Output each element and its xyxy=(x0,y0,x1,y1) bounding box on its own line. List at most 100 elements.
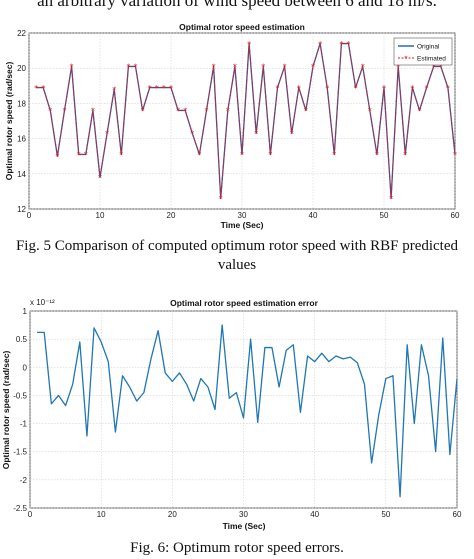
data-point-marker: * xyxy=(432,63,436,72)
x-tick-label: 60 xyxy=(451,211,460,220)
x-tick-label: 30 xyxy=(239,510,248,519)
data-point-marker: * xyxy=(148,84,152,93)
y-tick-label: 0 xyxy=(23,363,28,372)
data-point-marker: * xyxy=(112,86,116,95)
data-point-marker: * xyxy=(34,84,38,93)
x-tick-label: 0 xyxy=(28,510,33,519)
legend-box xyxy=(393,37,453,66)
y-tick-label: -0.5 xyxy=(13,391,27,400)
data-point-marker: * xyxy=(425,84,429,93)
data-point-marker: * xyxy=(77,151,81,160)
x-tick-label: 30 xyxy=(238,211,247,220)
data-point-marker: * xyxy=(361,63,365,72)
data-point-marker: * xyxy=(134,63,138,72)
data-point-marker: * xyxy=(162,84,166,93)
x-tick-label: 20 xyxy=(168,510,177,519)
data-point-marker: * xyxy=(233,63,237,72)
y-tick-label: -2.5 xyxy=(13,504,27,513)
data-point-marker: * xyxy=(382,84,386,93)
data-point-marker: * xyxy=(155,84,159,93)
x-tick-label: 20 xyxy=(167,211,176,220)
y-tick-label: 1 xyxy=(23,307,28,316)
data-point-marker: * xyxy=(325,84,329,93)
data-point-marker: * xyxy=(48,107,52,116)
data-point-marker: * xyxy=(55,152,59,161)
chart-title: Optimal rotor speed estimation xyxy=(179,22,305,32)
data-point-marker: * xyxy=(446,84,450,93)
data-point-marker: * xyxy=(283,63,287,72)
data-point-marker: * xyxy=(41,84,45,93)
data-point-marker: * xyxy=(297,84,301,93)
data-point-marker: * xyxy=(190,130,194,139)
legend: Original * Estimated xyxy=(393,37,453,66)
data-point-marker: * xyxy=(396,63,400,72)
y-tick-label: 0.5 xyxy=(16,335,28,344)
y-tick-label: 14 xyxy=(17,170,26,179)
tick-labels: 0 10 20 30 40 50 60 12 14 16 18 20 22 xyxy=(17,29,460,220)
series-line-1 xyxy=(37,324,458,498)
y-tick-label: 16 xyxy=(17,135,26,144)
y-tick-label: -1.5 xyxy=(13,448,27,457)
y-tick-label: 12 xyxy=(17,205,26,214)
x-tick-label: 10 xyxy=(97,510,106,519)
x-tick-label: 50 xyxy=(380,211,389,220)
chart-title-2: Optimal rotor speed estimation error xyxy=(170,298,319,308)
data-point-marker: * xyxy=(84,151,88,160)
data-point-marker: * xyxy=(368,107,372,116)
data-point-marker: * xyxy=(212,63,216,72)
data-point-marker: * xyxy=(70,63,74,72)
data-point-marker: * xyxy=(347,40,351,49)
x-tick-label: 60 xyxy=(453,510,462,519)
data-point-marker: * xyxy=(332,151,336,160)
x-tick-label: 40 xyxy=(309,211,318,220)
data-point-marker: * xyxy=(354,84,358,93)
data-point-marker: * xyxy=(226,107,230,116)
data-point-marker: * xyxy=(205,107,209,116)
y-axis-exponent: x 10⁻¹² xyxy=(30,298,55,307)
data-point-marker: * xyxy=(339,40,343,49)
rotor-speed-error-chart: 0 10 20 30 40 50 60 -2.5 -2 -1.5 -1 -0.5 0 0.5 1 Optim… xyxy=(1,298,462,531)
data-point-marker: * xyxy=(126,63,130,72)
data-point-marker: * xyxy=(389,195,393,204)
data-point-marker: * xyxy=(219,195,223,204)
x-axis-label: Time (Sec) xyxy=(221,220,264,230)
data-point-marker: * xyxy=(453,151,457,160)
y-axis-label-2: Optimal rotor speed (rad/sec) xyxy=(1,351,11,470)
data-point-marker: * xyxy=(105,130,109,139)
data-point-marker: * xyxy=(375,151,379,160)
data-point-marker: * xyxy=(439,63,443,72)
data-point-marker: * xyxy=(176,107,180,116)
data-point-marker: * xyxy=(261,63,265,72)
series-group: * * * * * * * * * * * * * * * * * * * * * * * * * * * * * * * * * * * * * * * *… xyxy=(34,40,457,204)
tick-labels-2: 0 10 20 30 40 50 60 -2.5 -2 -1.5 -1 -0.5 0 0.5 1 xyxy=(13,307,462,519)
data-point-marker: * xyxy=(197,151,201,160)
data-point-marker: * xyxy=(403,151,407,160)
series-line-2 xyxy=(36,43,456,199)
grid-2 xyxy=(29,310,458,509)
data-point-marker: * xyxy=(268,151,272,160)
y-tick-label: -2 xyxy=(20,476,28,485)
data-point-marker: * xyxy=(183,107,187,116)
data-point-marker: * xyxy=(141,107,145,116)
y-tick-label: 20 xyxy=(17,64,26,73)
y-tick-label: 22 xyxy=(17,29,26,38)
y-tick-label: 18 xyxy=(17,99,26,108)
data-point-marker: * xyxy=(247,40,251,49)
legend-star-marker: * xyxy=(404,55,408,63)
data-point-marker: * xyxy=(91,107,95,116)
grid xyxy=(28,32,456,210)
data-point-marker: * xyxy=(63,107,67,116)
figure-5-caption: Fig. 5 Comparison of computed optimum ro… xyxy=(15,238,459,273)
data-point-marker: * xyxy=(98,174,102,183)
data-point-marker: * xyxy=(276,84,280,93)
figure-6-caption: Fig. 6: Optimum rotor speed errors. xyxy=(130,540,344,556)
data-point-marker: * xyxy=(311,63,315,72)
series-group-2 xyxy=(37,324,458,498)
data-point-marker: * xyxy=(254,130,258,139)
data-point-marker: * xyxy=(119,151,123,160)
x-tick-label: 10 xyxy=(96,211,105,220)
y-axis-label: Optimal rotor speed (rad/sec) xyxy=(4,62,14,181)
y-tick-label: -1 xyxy=(20,420,28,429)
plot-area-2 xyxy=(29,310,458,509)
